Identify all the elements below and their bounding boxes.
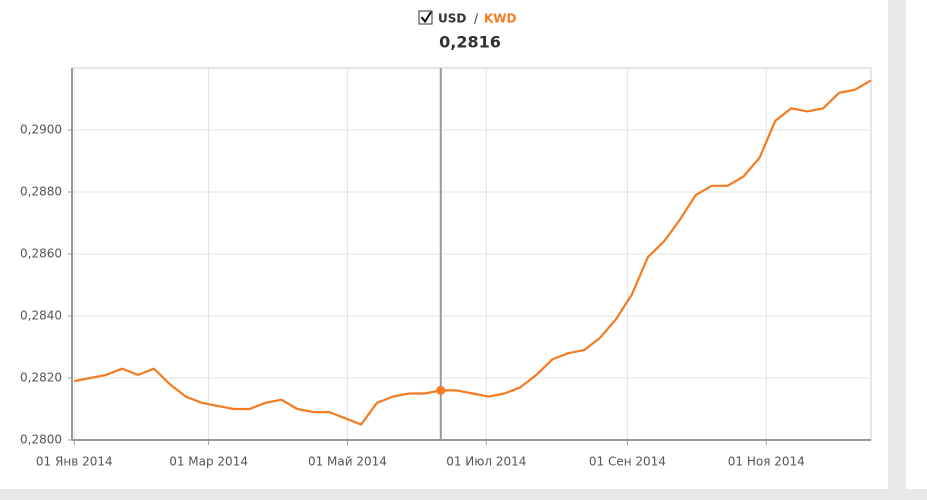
legend-separator: / bbox=[474, 12, 479, 26]
y-tick-label: 0,2820 bbox=[20, 371, 62, 385]
crosshair-value: 0,2816 bbox=[439, 33, 501, 52]
x-tick-label: 01 Май 2014 bbox=[308, 455, 387, 469]
y-tick-label: 0,2880 bbox=[20, 185, 62, 199]
x-tick-label: 01 Ноя 2014 bbox=[728, 455, 805, 469]
side-strip bbox=[888, 0, 906, 500]
y-tick-label: 0,2900 bbox=[20, 123, 62, 137]
checkmark bbox=[420, 11, 432, 24]
x-tick-label: 01 Июл 2014 bbox=[446, 455, 526, 469]
legend-base: USD bbox=[438, 12, 466, 26]
legend-quote: KWD bbox=[484, 12, 517, 26]
legend[interactable]: USD / KWD bbox=[418, 10, 517, 26]
y-tick-label: 0,2840 bbox=[20, 309, 62, 323]
x-tick-label: 01 Янв 2014 bbox=[36, 455, 113, 469]
x-tick-label: 01 Мар 2014 bbox=[169, 455, 248, 469]
x-tick-label: 01 Сен 2014 bbox=[589, 455, 666, 469]
bottom-strip bbox=[0, 489, 927, 500]
highlight-point bbox=[436, 385, 446, 395]
y-tick-label: 0,2860 bbox=[20, 247, 62, 261]
y-tick-label: 0,2800 bbox=[20, 433, 62, 447]
series-line bbox=[74, 79, 872, 426]
